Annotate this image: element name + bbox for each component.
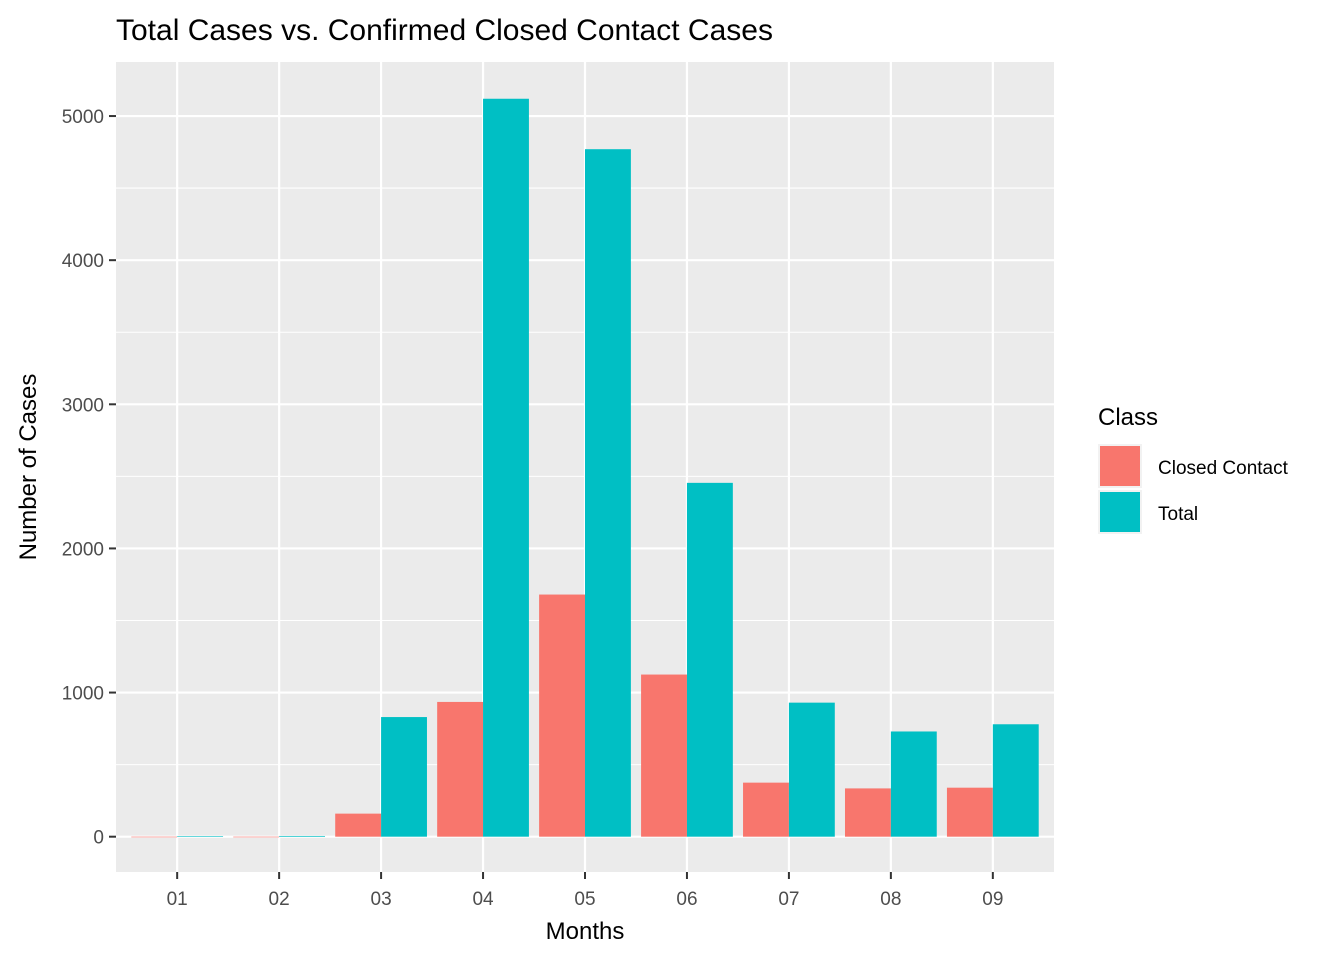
- y-tick-label: 4000: [62, 251, 104, 272]
- bar: [539, 594, 585, 837]
- bar: [844, 788, 891, 837]
- legend-swatch: [1100, 492, 1140, 532]
- x-axis: 01 02 03 04 05 06 07 08 09: [167, 872, 1003, 910]
- bar: [585, 149, 631, 837]
- x-axis-title: Months: [546, 918, 625, 945]
- x-tick-label: 08: [880, 889, 901, 910]
- bar: [381, 717, 427, 837]
- legend-swatch: [1100, 446, 1140, 486]
- bar: [335, 813, 382, 837]
- bar: [641, 674, 687, 837]
- legend: Class Closed Contact Total: [1098, 404, 1289, 534]
- bar: [279, 835, 326, 837]
- x-tick-label: 04: [472, 889, 494, 910]
- bar: [483, 98, 529, 837]
- bar: [437, 701, 484, 837]
- bars: [131, 98, 1039, 838]
- bar: [686, 482, 733, 837]
- y-tick-label: 3000: [62, 395, 104, 416]
- x-tick-label: 06: [676, 889, 697, 910]
- legend-label: Closed Contact: [1158, 458, 1289, 479]
- bar: [177, 836, 224, 837]
- x-tick-label: 01: [167, 889, 188, 910]
- bar: [992, 724, 1039, 837]
- y-tick-label: 0: [93, 828, 104, 849]
- y-axis-title: Number of Cases: [15, 374, 42, 561]
- y-axis: 0 1000 2000 3000 4000 5000: [62, 107, 116, 849]
- y-tick-label: 1000: [62, 684, 104, 705]
- x-tick-label: 09: [982, 889, 1003, 910]
- legend-title: Class: [1098, 404, 1158, 431]
- x-tick-label: 02: [269, 889, 290, 910]
- bar: [946, 787, 993, 837]
- bar: [131, 836, 178, 838]
- x-tick-label: 07: [778, 889, 799, 910]
- bar: [233, 836, 280, 838]
- y-tick-label: 5000: [62, 107, 104, 128]
- y-tick-label: 2000: [62, 539, 104, 560]
- x-tick-label: 05: [574, 889, 595, 910]
- bar: [890, 731, 937, 837]
- chart-title: Total Cases vs. Confirmed Closed Contact…: [116, 14, 773, 47]
- bar: [788, 702, 835, 837]
- legend-label: Total: [1158, 504, 1198, 525]
- x-tick-label: 03: [371, 889, 392, 910]
- bar: [743, 782, 789, 837]
